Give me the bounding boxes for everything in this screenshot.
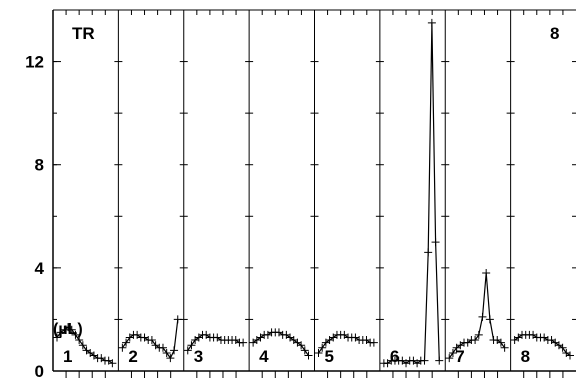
corner-label-right: 8 [550,24,559,43]
data-point [162,348,171,357]
data-point [496,338,505,347]
panel-label: 2 [128,347,137,366]
series-line [383,22,440,365]
data-point [558,343,567,352]
data-point [482,269,491,278]
data-point [78,341,87,350]
data-point [166,354,175,363]
data-point [471,336,480,345]
data-point [173,315,182,324]
data-point [445,354,454,363]
data-point [427,18,436,27]
panel-label: 6 [390,347,399,366]
data-point [485,315,494,324]
data-point [431,238,440,247]
y-tick-label: 4 [35,259,45,278]
series-layer [53,18,574,368]
panel-label: 1 [63,347,72,366]
panel-label: 5 [325,347,334,366]
data-point [75,336,84,345]
series-panel-6 [379,18,444,368]
series-panel-5 [314,330,378,357]
data-point [420,356,429,365]
data-point [170,346,179,355]
tick-marks [53,10,576,378]
series-panel-3 [183,330,248,355]
data-point [187,341,196,350]
series-line [252,331,309,356]
y-tick-label: 0 [35,362,44,379]
data-point [478,312,487,321]
panel-label: 8 [521,347,530,366]
data-point [147,336,156,345]
data-point [474,330,483,339]
series-line [56,326,113,364]
data-point [183,346,192,355]
data-point [71,330,80,339]
data-point [435,356,444,365]
data-point [318,343,327,352]
data-point [53,333,61,342]
series-panel-2 [118,315,182,363]
grid-layer [117,10,512,371]
data-point [566,351,574,360]
data-point [67,325,76,334]
plot-frame [52,9,576,372]
data-point [239,338,248,347]
data-point [369,338,378,347]
corner-label-left: TR [72,24,95,43]
data-point [424,248,433,257]
data-point [448,348,457,357]
data-point [158,343,167,352]
series-panel-4 [249,328,313,360]
data-point [500,343,509,352]
data-point [314,348,323,357]
panel-label: 3 [194,347,203,366]
y-tick-label: 12 [25,53,44,72]
data-point [297,341,306,350]
series-panel-8 [510,330,574,360]
data-point [118,343,127,352]
data-point [122,338,131,347]
panel-label: 4 [259,347,269,366]
y-tick-label: 8 [35,156,44,175]
panel-label: 7 [455,347,464,366]
data-point [304,351,313,360]
unit-label: (µL) [53,321,83,338]
data-point [108,359,117,368]
series-panel-1 [53,323,117,368]
data-point [300,346,309,355]
series-panel-7 [445,269,509,363]
